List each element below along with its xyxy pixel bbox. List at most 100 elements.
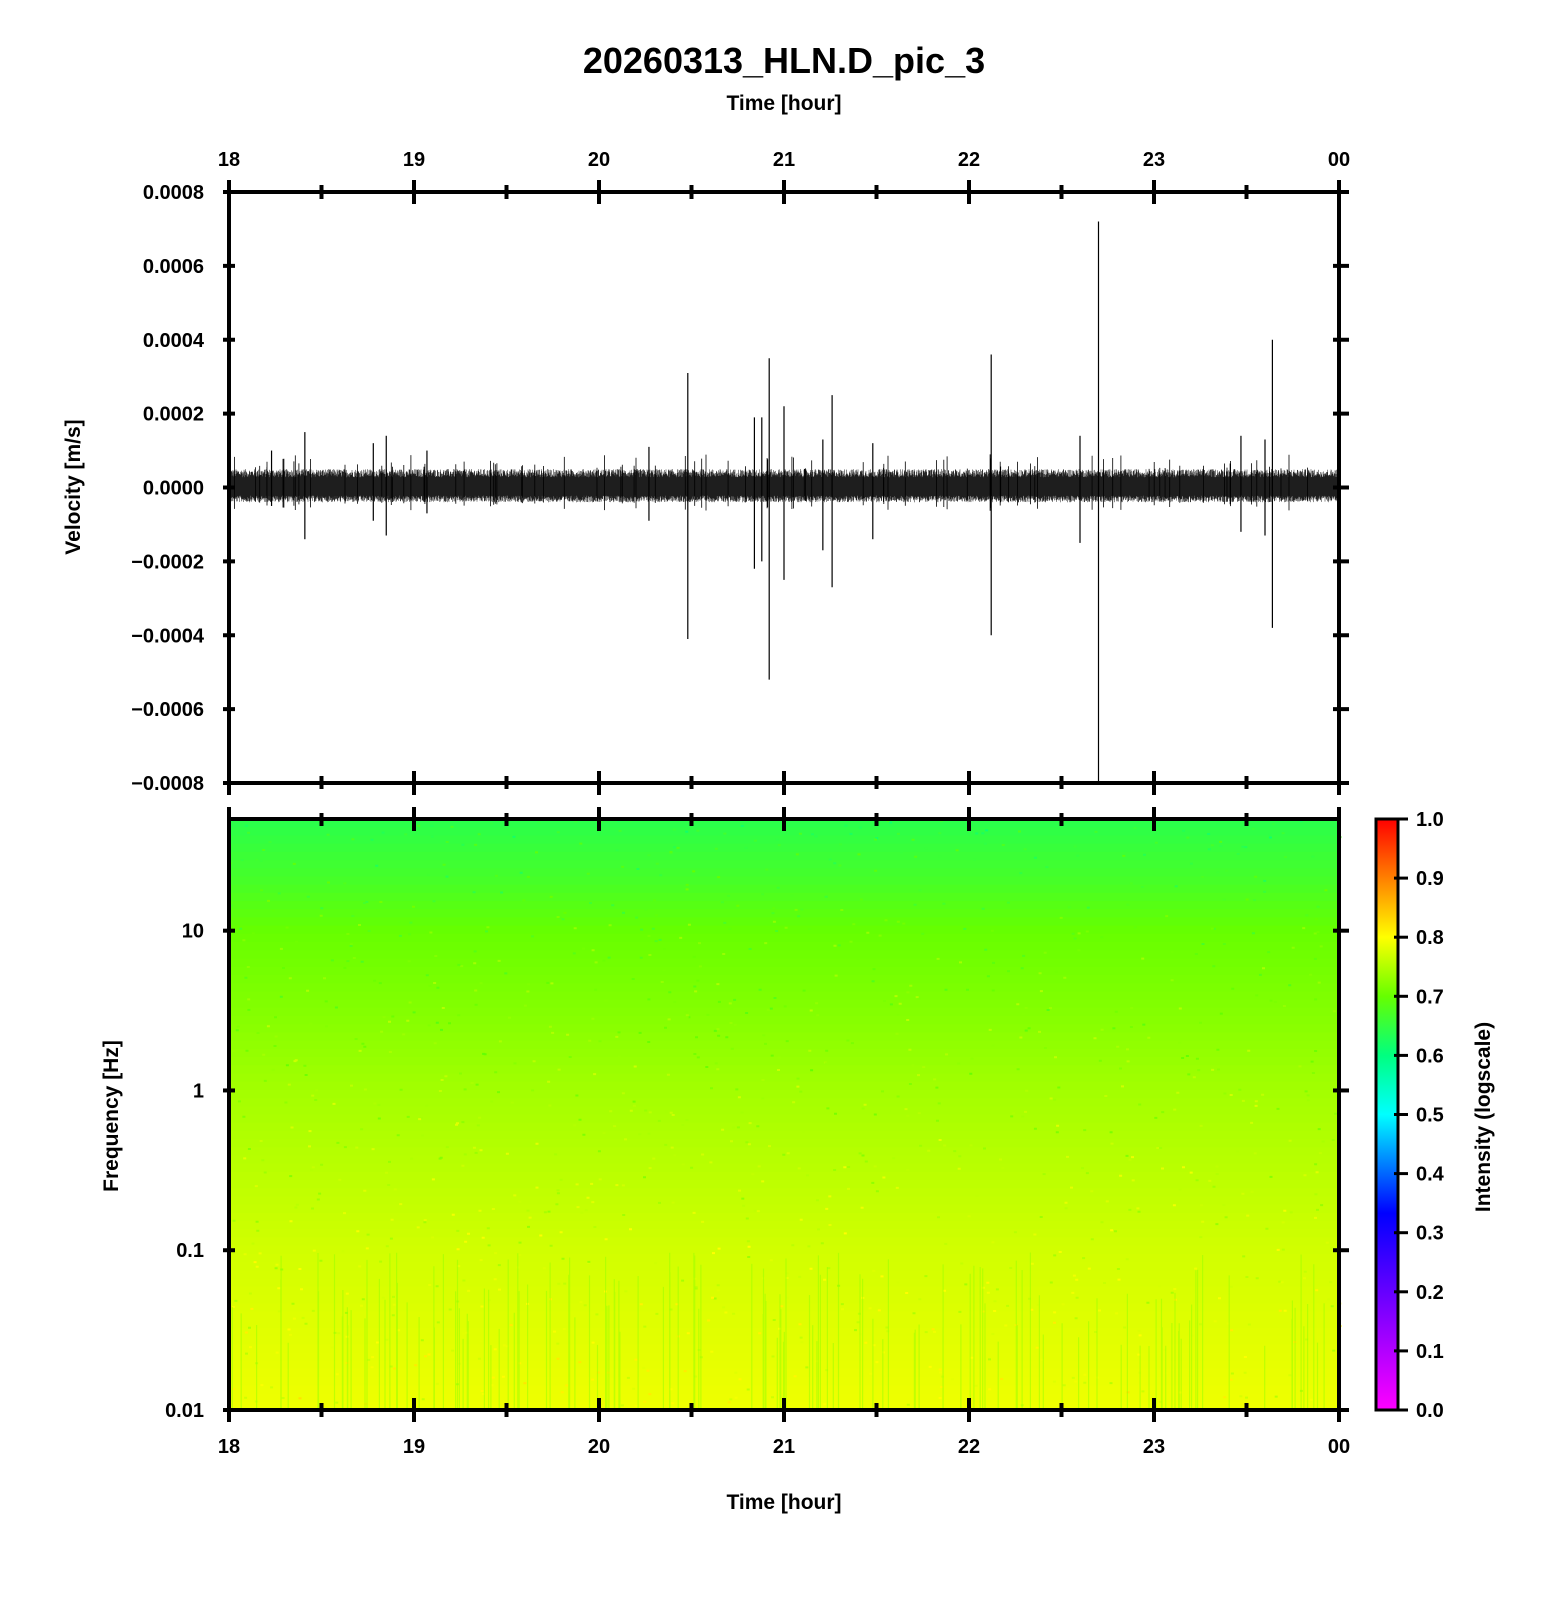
colorbar-tick-label: 1.0 <box>1416 809 1444 831</box>
spectrogram-band <box>229 1007 1339 1017</box>
velocity-tick-label: −0.0006 <box>131 699 204 721</box>
colorbar-tick-label: 0.8 <box>1416 927 1444 949</box>
velocity-tick-label: −0.0004 <box>131 625 205 647</box>
velocity-tick-label: 0.0002 <box>143 404 204 426</box>
spectrogram-band <box>229 1262 1339 1272</box>
spectrogram-speckle <box>472 891 476 894</box>
spectrogram-speckle <box>985 829 989 832</box>
frequency-tick-label: 0.1 <box>176 1240 204 1262</box>
spectrogram-speckle <box>378 982 382 985</box>
time-tick-label-top: 19 <box>403 149 425 171</box>
spectrogram-band <box>229 876 1339 886</box>
spectrogram-heatmap <box>229 819 1342 1411</box>
spectrogram-band <box>229 933 1339 943</box>
spectrogram-speckle <box>975 832 979 835</box>
time-tick-label-bottom: 19 <box>403 1436 425 1458</box>
spectrogram-band <box>229 1229 1339 1239</box>
spectrogram-band <box>229 917 1339 927</box>
spectrogram-band <box>229 1278 1339 1288</box>
spectrogram-speckle <box>298 1397 302 1400</box>
spectrogram-band <box>229 1106 1339 1116</box>
spectrogram-band <box>229 1139 1339 1148</box>
spectrogram-speckle <box>1207 833 1211 835</box>
spectrogram-band <box>229 1016 1339 1025</box>
spectrogram-band <box>229 1213 1339 1222</box>
minor-spikes <box>234 454 1308 511</box>
velocity-axis-label: Velocity [m/s] <box>62 419 85 554</box>
spectrogram-speckle <box>672 828 676 831</box>
velocity-tick-label: 0.0004 <box>143 330 205 352</box>
time-tick-label-bottom: 00 <box>1328 1436 1350 1458</box>
velocity-tick-label: −0.0002 <box>131 551 204 573</box>
spectrogram-speckle <box>473 950 477 953</box>
spectrogram-speckle <box>268 841 272 843</box>
spectrogram-speckle <box>696 829 700 832</box>
spectrogram-band <box>229 1171 1339 1181</box>
spectrogram-speckle <box>1268 833 1272 836</box>
velocity-tick-label: 0.0000 <box>143 478 204 500</box>
colorbar-tick-label: 0.4 <box>1416 1164 1445 1186</box>
spectrogram-band <box>229 1098 1339 1107</box>
spectrogram-band <box>229 966 1339 976</box>
spectrogram-band <box>229 999 1339 1009</box>
time-tick-label-top: 23 <box>1143 149 1165 171</box>
spectrogram-band <box>229 909 1339 919</box>
spectrogram-band <box>229 892 1339 902</box>
spectrogram-speckle <box>984 948 988 951</box>
waveform-trace <box>229 221 1338 783</box>
spectrogram-band <box>229 1286 1339 1296</box>
spectrogram-band <box>229 942 1339 951</box>
colorbar-tick-label: 0.6 <box>1416 1045 1444 1067</box>
frequency-tick-label: 0.01 <box>165 1400 204 1422</box>
spectrogram-speckle <box>685 883 689 886</box>
spectrogram-band <box>229 974 1339 984</box>
spectrogram-band <box>229 1319 1339 1329</box>
spectrogram-speckle <box>512 835 516 838</box>
spectrogram-streaks <box>231 1251 1339 1410</box>
spectrogram-speckle <box>1174 885 1178 888</box>
spectrogram-band <box>229 1122 1339 1132</box>
spectrogram-speckle <box>938 1368 942 1371</box>
spectrogram-speckle <box>1112 1027 1116 1030</box>
chart-title: 20260313_HLN.D_pic_3 <box>583 40 985 81</box>
spectrogram-speckle <box>430 835 434 838</box>
spectrogram-speckle <box>519 871 523 874</box>
colorbar-tick-label: 0.5 <box>1416 1105 1444 1127</box>
spectrogram-band <box>229 901 1339 910</box>
spectrogram-band <box>229 843 1339 853</box>
spectrogram-speckle <box>800 908 804 911</box>
spectrogram-band <box>229 1163 1339 1173</box>
spectrogram-band <box>229 884 1339 894</box>
spectrogram-speckle <box>244 824 248 827</box>
spectrogram-speckle <box>1143 853 1146 856</box>
spectrogram-band <box>229 1155 1339 1165</box>
spectrogram-band <box>229 860 1339 869</box>
time-tick-label-bottom: 22 <box>958 1436 980 1458</box>
velocity-tick-label: −0.0008 <box>131 773 204 795</box>
colorbar: 1.0 0.9 0.8 0.7 0.6 0.5 0.4 0.3 0.2 0.1 0.0 <box>1374 809 1445 1422</box>
spectrogram-speckle <box>1024 1029 1028 1032</box>
spectrogram-band <box>229 1221 1339 1231</box>
spectrogram-band <box>229 1204 1339 1214</box>
spectrogram-speckle <box>578 1361 582 1364</box>
spectrogram-band <box>229 1081 1339 1091</box>
time-tick-label-top: 00 <box>1328 149 1350 171</box>
spectrogram-band <box>229 1073 1339 1083</box>
spectrogram-band <box>229 1188 1339 1198</box>
top-axis-label: Time [hour] <box>726 92 841 115</box>
spectrogram-speckle <box>490 822 494 825</box>
spectrogram-speckle <box>772 907 776 910</box>
spectrogram-speckle <box>1137 823 1140 826</box>
spectrogram-speckle <box>844 824 848 827</box>
colorbar-tick-label: 0.9 <box>1416 868 1444 890</box>
spectrogram-speckle <box>849 832 853 835</box>
spectrogram-band <box>229 1270 1339 1280</box>
spectrogram-speckle <box>659 874 663 877</box>
spectrogram-speckle <box>622 911 625 914</box>
spectrogram-band <box>229 827 1339 837</box>
spectrogram-speckle <box>346 960 350 963</box>
frequency-axis-label: Frequency [Hz] <box>100 1040 123 1192</box>
spectrogram-band <box>229 868 1339 878</box>
spectrogram-band <box>229 1237 1339 1247</box>
